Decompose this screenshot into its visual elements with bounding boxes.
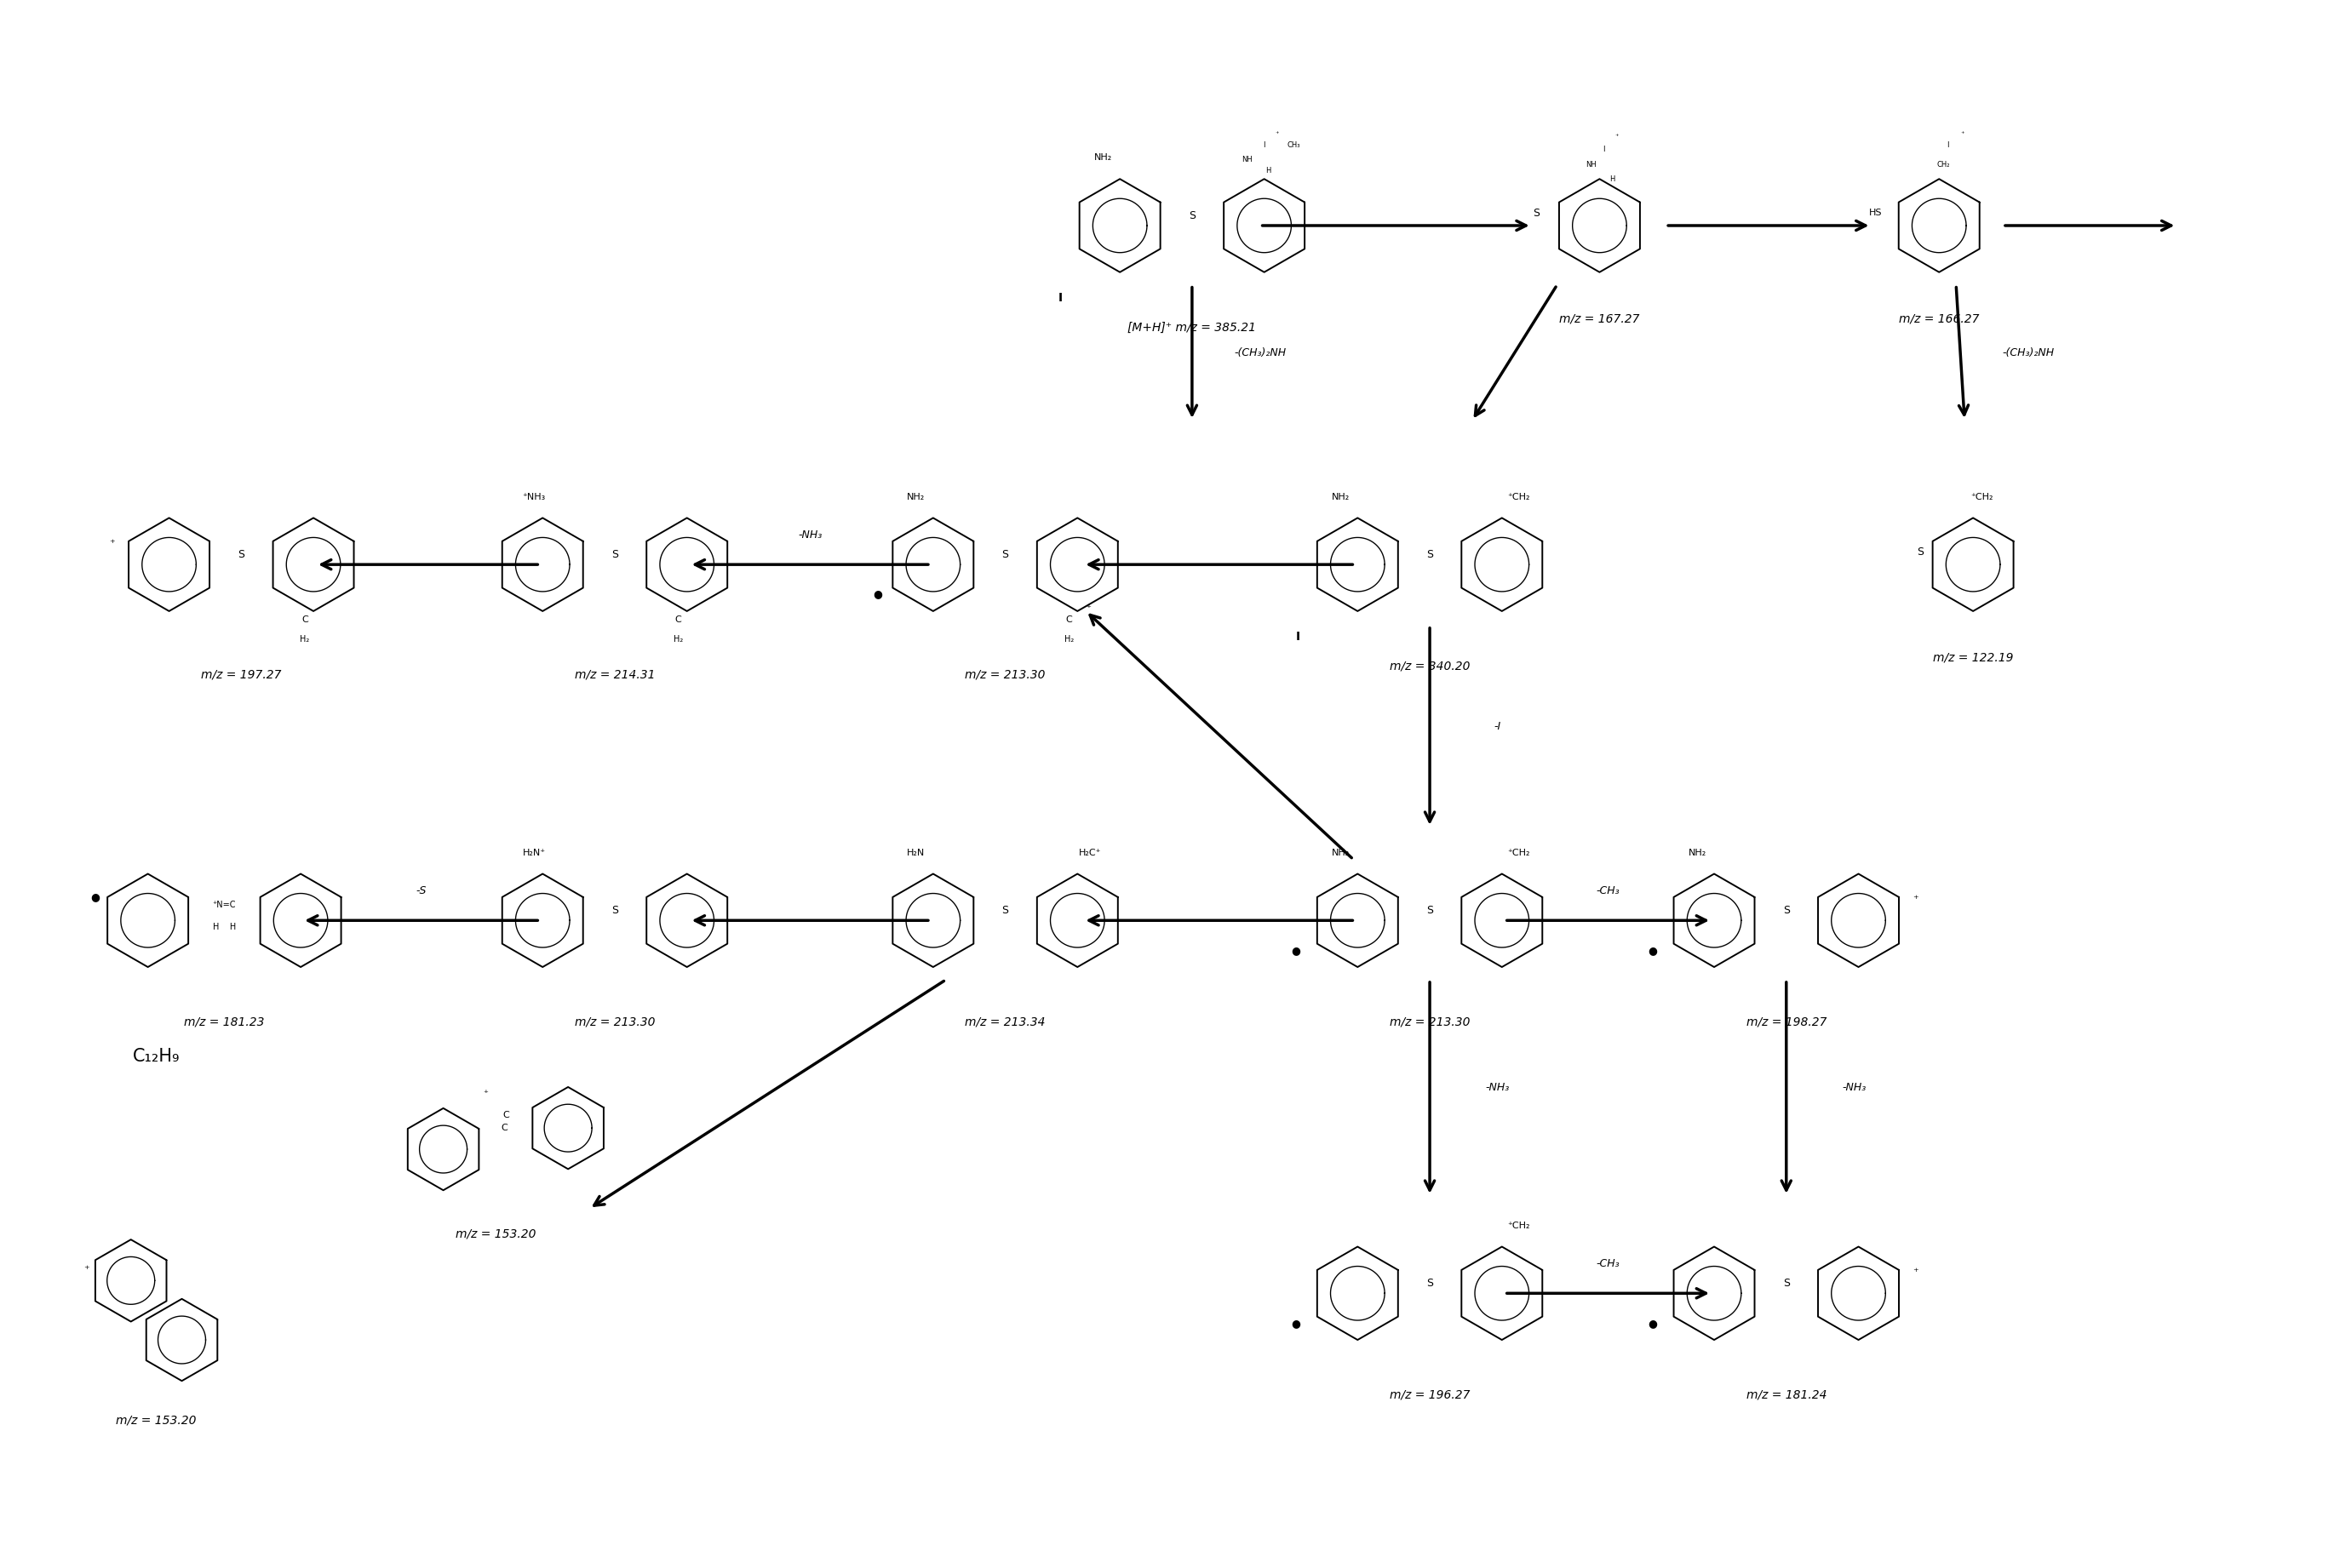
Text: S: S	[1001, 549, 1008, 560]
Text: ●: ●	[1648, 944, 1657, 955]
Text: S: S	[1426, 905, 1433, 916]
Text: NH: NH	[1242, 155, 1253, 163]
Text: S: S	[612, 549, 619, 560]
Text: H₂: H₂	[1064, 635, 1074, 643]
Text: -(CH₃)₂NH: -(CH₃)₂NH	[1235, 347, 1286, 358]
Text: S: S	[1426, 549, 1433, 560]
Text: S: S	[238, 549, 245, 560]
Text: ●: ●	[1291, 1317, 1300, 1328]
Text: S: S	[1783, 905, 1790, 916]
Text: ●: ●	[1648, 1317, 1657, 1328]
Text: -CH₃: -CH₃	[1596, 1258, 1620, 1269]
Text: ⁺CH₂: ⁺CH₂	[1508, 1221, 1531, 1229]
Text: m/z = 197.27: m/z = 197.27	[201, 668, 282, 681]
Text: m/z = 340.20: m/z = 340.20	[1389, 660, 1470, 673]
Text: ⁺CH₂: ⁺CH₂	[1970, 492, 1993, 502]
Text: S: S	[1916, 546, 1923, 557]
Text: NH₂: NH₂	[1687, 848, 1706, 856]
Text: ⁺: ⁺	[1961, 130, 1965, 138]
Text: H₂C⁺: H₂C⁺	[1078, 848, 1102, 856]
Text: [M+H]⁺ m/z = 385.21: [M+H]⁺ m/z = 385.21	[1127, 321, 1256, 334]
Text: ⁺CH₂: ⁺CH₂	[1508, 848, 1531, 856]
Text: ⁺: ⁺	[1274, 130, 1279, 138]
Text: ⁺NH₃: ⁺NH₃	[523, 492, 546, 502]
Text: m/z = 213.30: m/z = 213.30	[1389, 1016, 1470, 1029]
Text: S: S	[1188, 210, 1195, 221]
Text: m/z = 213.30: m/z = 213.30	[574, 1016, 656, 1029]
Text: m/z = 153.20: m/z = 153.20	[117, 1414, 196, 1427]
Text: m/z = 213.34: m/z = 213.34	[964, 1016, 1046, 1029]
Text: C: C	[675, 615, 682, 624]
Text: m/z = 181.23: m/z = 181.23	[184, 1016, 264, 1029]
Text: C: C	[301, 615, 308, 624]
Text: m/z = 122.19: m/z = 122.19	[1933, 652, 2014, 663]
Text: HS: HS	[1870, 209, 1881, 216]
Text: m/z = 181.24: m/z = 181.24	[1746, 1389, 1828, 1400]
Text: I: I	[1295, 630, 1300, 643]
Text: S: S	[1426, 1278, 1433, 1289]
Text: H₂: H₂	[301, 635, 310, 643]
Text: m/z = 213.30: m/z = 213.30	[964, 668, 1046, 681]
Text: NH₂: NH₂	[908, 492, 924, 502]
Text: H₂N⁺: H₂N⁺	[523, 848, 546, 856]
Text: -(CH₃)₂NH: -(CH₃)₂NH	[2003, 347, 2054, 358]
Text: S: S	[1533, 207, 1538, 218]
Text: -I: -I	[1494, 721, 1501, 732]
Text: m/z = 214.31: m/z = 214.31	[574, 668, 656, 681]
Text: ⁺: ⁺	[84, 1264, 89, 1275]
Text: NH₂: NH₂	[1333, 848, 1349, 856]
Text: ⁺: ⁺	[1912, 1267, 1919, 1278]
Text: I: I	[1057, 292, 1062, 304]
Text: H: H	[1610, 176, 1615, 183]
Text: ⁺: ⁺	[1912, 894, 1919, 905]
Text: ⁺: ⁺	[1615, 133, 1617, 141]
Text: H    H: H H	[212, 924, 236, 931]
Text: ⁺CH₂: ⁺CH₂	[1508, 492, 1531, 502]
Text: -S: -S	[415, 886, 427, 897]
Text: ●: ●	[873, 588, 882, 599]
Text: -NH₃: -NH₃	[798, 530, 822, 541]
Text: H: H	[1265, 166, 1272, 174]
Text: H₂: H₂	[675, 635, 684, 643]
Text: NH₂: NH₂	[1333, 492, 1349, 502]
Text: ⁺N=C: ⁺N=C	[212, 902, 236, 909]
Text: NH: NH	[1585, 162, 1596, 168]
Text: ⁺: ⁺	[1085, 604, 1090, 613]
Text: m/z = 196.27: m/z = 196.27	[1389, 1389, 1470, 1400]
Text: S: S	[612, 905, 619, 916]
Text: ●: ●	[1291, 944, 1300, 955]
Text: ●: ●	[91, 891, 100, 902]
Text: m/z = 166.27: m/z = 166.27	[1900, 314, 1979, 325]
Text: CH₃: CH₃	[1288, 141, 1300, 149]
Text: ⁺: ⁺	[483, 1090, 488, 1099]
Text: S: S	[1783, 1278, 1790, 1289]
Text: ⁺: ⁺	[110, 538, 114, 549]
Text: C: C	[502, 1124, 509, 1132]
Text: m/z = 198.27: m/z = 198.27	[1746, 1016, 1828, 1029]
Text: H₂N: H₂N	[908, 848, 924, 856]
Text: NH₂: NH₂	[1095, 154, 1111, 162]
Text: m/z = 153.20: m/z = 153.20	[455, 1228, 537, 1240]
Text: -CH₃: -CH₃	[1596, 886, 1620, 897]
Text: CH₂: CH₂	[1937, 162, 1949, 168]
Text: C: C	[1067, 615, 1071, 624]
Text: C: C	[502, 1112, 509, 1120]
Text: -NH₃: -NH₃	[1842, 1082, 1867, 1093]
Text: -NH₃: -NH₃	[1487, 1082, 1510, 1093]
Text: m/z = 167.27: m/z = 167.27	[1559, 314, 1641, 325]
Text: C₁₂H₉: C₁₂H₉	[133, 1047, 180, 1065]
Text: S: S	[1001, 905, 1008, 916]
